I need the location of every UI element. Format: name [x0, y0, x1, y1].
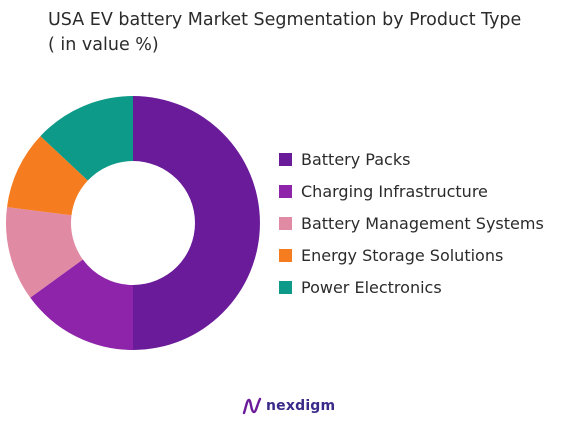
slice-power-electronics: [40, 96, 133, 181]
nexdigm-logo-icon: [242, 397, 262, 415]
slice-charging-infrastructure: [30, 259, 134, 350]
chart-legend: Battery Packs Charging Infrastructure Batt…: [279, 143, 544, 303]
legend-label: Battery Packs: [301, 149, 411, 169]
legend-label: Energy Storage Solutions: [301, 245, 504, 265]
slice-battery-management-systems: [6, 207, 83, 298]
legend-swatch: [279, 152, 292, 166]
legend-label: Power Electronics: [301, 277, 442, 297]
legend-item: Battery Management Systems: [279, 207, 544, 239]
brand-name: nexdigm: [266, 398, 336, 414]
brand-logo: nexdigm: [242, 397, 335, 415]
legend-item: Battery Packs: [279, 143, 544, 175]
chart-title: USA EV battery Market Segmentation by Pr…: [48, 10, 522, 55]
legend-item: Power Electronics: [279, 271, 544, 303]
legend-swatch: [279, 184, 292, 198]
slice-battery-packs: [133, 96, 260, 350]
legend-label: Charging Infrastructure: [301, 181, 488, 201]
slice-energy-storage-solutions: [7, 136, 88, 216]
legend-label: Battery Management Systems: [301, 213, 544, 233]
legend-item: Charging Infrastructure: [279, 175, 544, 207]
legend-swatch: [279, 216, 292, 230]
legend-swatch: [279, 280, 292, 294]
legend-item: Energy Storage Solutions: [279, 239, 544, 271]
legend-swatch: [279, 248, 292, 262]
